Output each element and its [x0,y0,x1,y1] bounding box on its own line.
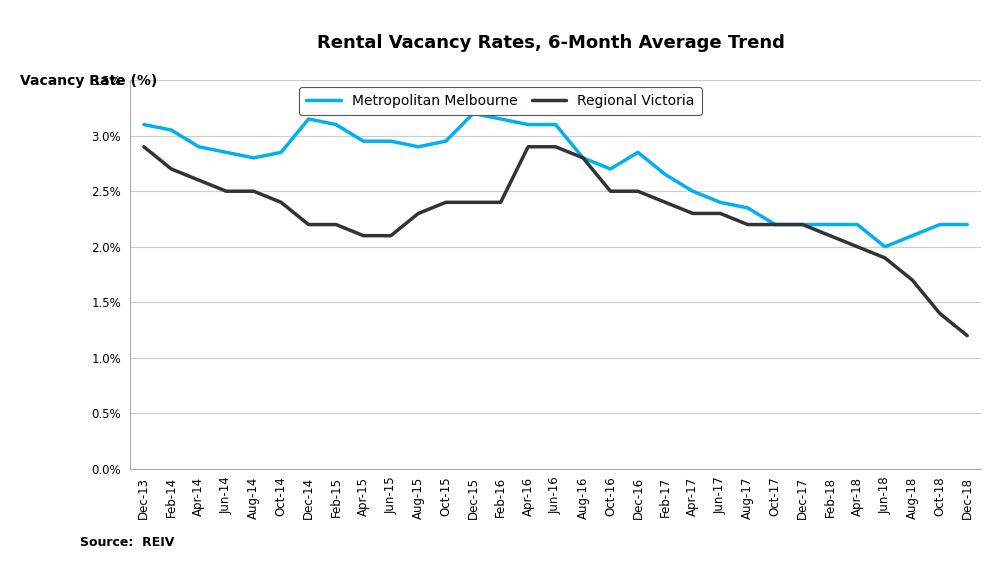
Text: Source:  REIV: Source: REIV [80,536,174,549]
Regional Victoria [275,199,287,206]
Regional Victoria [220,188,232,194]
Regional Victoria [138,144,150,150]
Metropolitan Melbourne [550,121,562,128]
Regional Victoria [494,199,507,206]
Regional Victoria [439,199,451,206]
Metropolitan Melbourne [220,149,232,156]
Regional Victoria [577,154,589,161]
Metropolitan Melbourne [797,221,809,228]
Regional Victoria [330,221,342,228]
Line: Regional Victoria: Regional Victoria [144,147,967,336]
Regional Victoria [247,188,259,194]
Regional Victoria [824,232,836,239]
Legend: Metropolitan Melbourne, Regional Victoria: Metropolitan Melbourne, Regional Victori… [299,87,702,115]
Metropolitan Melbourne [330,121,342,128]
Regional Victoria [605,188,617,194]
Regional Victoria [879,255,891,261]
Metropolitan Melbourne [302,116,314,122]
Regional Victoria [357,232,369,239]
Regional Victoria [412,210,424,217]
Metropolitan Melbourne [275,149,287,156]
Regional Victoria [550,144,562,150]
Text: Rental Vacancy Rates, 6-Month Average Trend: Rental Vacancy Rates, 6-Month Average Tr… [316,34,785,52]
Regional Victoria [467,199,479,206]
Metropolitan Melbourne [742,204,754,211]
Regional Victoria [632,188,644,194]
Regional Victoria [961,332,973,339]
Metropolitan Melbourne [934,221,946,228]
Regional Victoria [797,221,809,228]
Metropolitan Melbourne [494,116,507,122]
Metropolitan Melbourne [715,199,727,206]
Metropolitan Melbourne [165,126,177,133]
Regional Victoria [769,221,781,228]
Metropolitan Melbourne [439,138,451,145]
Metropolitan Melbourne [523,121,535,128]
Metropolitan Melbourne [961,221,973,228]
Metropolitan Melbourne [247,154,259,161]
Metropolitan Melbourne [357,138,369,145]
Metropolitan Melbourne [605,165,617,172]
Regional Victoria [934,310,946,317]
Regional Victoria [384,232,396,239]
Metropolitan Melbourne [467,110,479,117]
Metropolitan Melbourne [906,232,918,239]
Regional Victoria [660,199,672,206]
Metropolitan Melbourne [193,144,205,150]
Metropolitan Melbourne [138,121,150,128]
Metropolitan Melbourne [824,221,836,228]
Text: Vacancy Rate (%): Vacancy Rate (%) [20,74,157,88]
Metropolitan Melbourne [412,144,424,150]
Metropolitan Melbourne [384,138,396,145]
Regional Victoria [193,177,205,184]
Regional Victoria [302,221,314,228]
Regional Victoria [687,210,699,217]
Regional Victoria [523,144,535,150]
Regional Victoria [165,165,177,172]
Line: Metropolitan Melbourne: Metropolitan Melbourne [144,113,967,247]
Metropolitan Melbourne [769,221,781,228]
Metropolitan Melbourne [577,154,589,161]
Regional Victoria [715,210,727,217]
Metropolitan Melbourne [632,149,644,156]
Metropolitan Melbourne [687,188,699,194]
Metropolitan Melbourne [879,243,891,250]
Metropolitan Melbourne [852,221,864,228]
Regional Victoria [852,243,864,250]
Regional Victoria [742,221,754,228]
Regional Victoria [906,277,918,284]
Metropolitan Melbourne [660,171,672,178]
